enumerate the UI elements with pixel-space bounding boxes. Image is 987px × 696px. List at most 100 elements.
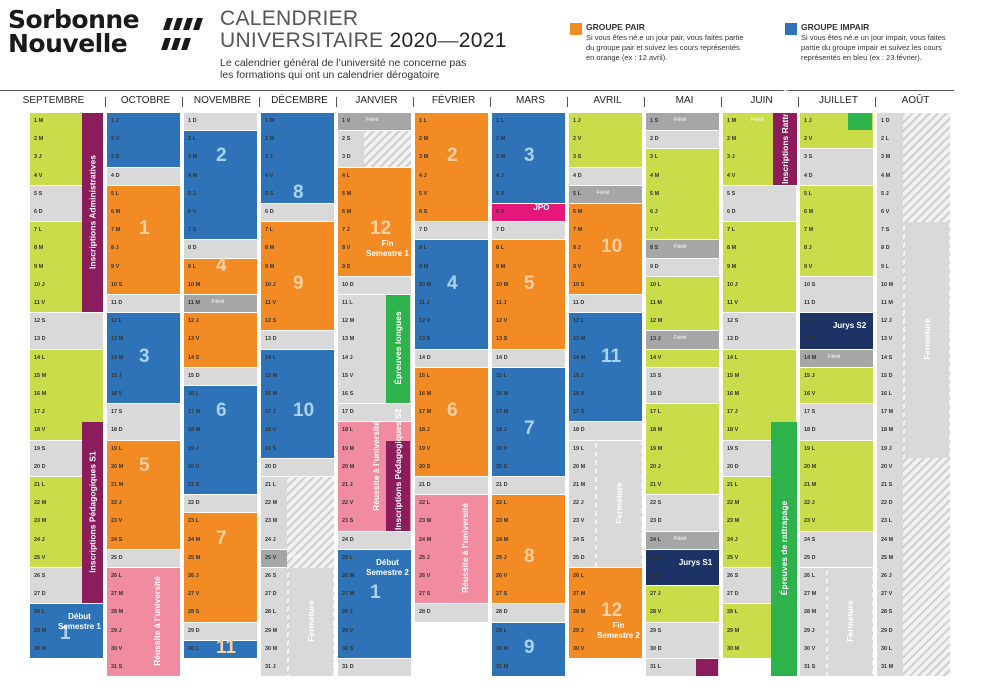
day-cell: 6 M [111, 209, 121, 215]
day-cell: 28 D [419, 609, 431, 616]
period-block [492, 349, 565, 367]
day-cell: 19 S [265, 445, 277, 452]
day-cell: 14 L [34, 354, 46, 361]
day-cell: 24 L [650, 536, 662, 543]
day-cell: 1 J [573, 118, 581, 124]
day-cell: 9 L [188, 263, 196, 270]
inscr-peda-s2-bar [386, 440, 410, 531]
day-cell: 18 L [342, 427, 354, 434]
day-cell: 21 M [804, 482, 817, 488]
day-cell: 28 L [727, 609, 739, 616]
period-block [492, 204, 565, 222]
day-cell: 4 J [496, 172, 504, 179]
day-cell: 2 M [727, 136, 737, 143]
legend-pair-swatch [570, 23, 582, 35]
day-cell: 6 M [804, 209, 814, 215]
day-cell: 8 S [650, 245, 659, 252]
day-cell: 17 J [265, 409, 276, 416]
day-cell: 3 M [881, 154, 891, 161]
day-cell: 24 J [34, 536, 45, 543]
day-cell: 14 D [419, 354, 431, 361]
day-cell: 9 V [573, 263, 582, 270]
day-cell: 30 M [727, 645, 740, 652]
day-cell: 9 M [419, 263, 429, 270]
day-cell: 12 L [804, 318, 816, 325]
day-cell: 18 D [111, 427, 123, 434]
day-cell: 12 J [188, 318, 199, 325]
day-cell: 1 J [804, 118, 812, 124]
day-cell: 28 S [188, 609, 200, 616]
epreuves-longues-label: Épreuves longues [392, 311, 403, 385]
day-cell: 28 V [650, 609, 662, 616]
day-cell: 27 M [573, 591, 586, 598]
day-cell: 10 S [111, 281, 123, 288]
legend-impair: GROUPE IMPAIR Si vous êtes né.e un jour … [785, 21, 970, 71]
day-cell: 13 M [573, 336, 586, 343]
day-cell: 25 M [881, 554, 894, 561]
day-cell: 23 M [265, 518, 278, 525]
day-cell: 17 M [881, 409, 894, 416]
day-cell: 1 S [650, 118, 659, 124]
day-cell: 12 M [650, 318, 663, 325]
day-cell: 21 D [419, 482, 431, 488]
day-cell: 9 M [34, 263, 44, 270]
day-cell: 22 J [573, 500, 584, 507]
day-cell: 1 L [419, 118, 427, 124]
period-block [646, 258, 719, 276]
day-cell: 10 J [34, 281, 45, 288]
period-block [184, 367, 257, 385]
day-cell: 27 J [650, 591, 661, 598]
week-number: 8 [293, 181, 304, 203]
day-cell: 15 M [265, 372, 278, 379]
day-cell: 8 D [881, 245, 890, 252]
day-cell: 23 L [881, 518, 893, 525]
day-cell: 26 L [111, 573, 123, 579]
day-cell: 1 M [727, 118, 737, 124]
day-cell: 22 M [265, 500, 278, 507]
epreuves-longues-bar [386, 295, 410, 404]
day-cell: 19 S [727, 445, 739, 452]
week-number: 11 [601, 345, 622, 367]
day-cell: 5 L [804, 190, 812, 197]
month-header: AVRIL [567, 90, 646, 111]
day-cell: 13 S [496, 336, 508, 343]
period-block [415, 240, 488, 349]
period-block [492, 604, 565, 622]
day-cell: 19 V [419, 445, 431, 452]
period-block [30, 604, 103, 658]
day-cell: 20 S [496, 463, 508, 470]
day-cell: 2 L [188, 136, 196, 143]
title-year-b: 2021 [458, 29, 507, 52]
day-cell: 23 V [573, 518, 585, 525]
day-cell: 18 D [573, 427, 585, 434]
reussite-s2-label: Réussite à l’université [371, 421, 381, 512]
day-cell: 16 V [573, 391, 585, 397]
day-cell: 7 L [34, 227, 42, 234]
day-cell: 20 V [188, 463, 200, 470]
day-cell: 22 J [804, 500, 815, 507]
day-cell: 8 L [496, 245, 504, 252]
title-line1: CALENDRIER [220, 7, 359, 30]
period-block [184, 258, 257, 294]
day-cell: 11 M [188, 300, 200, 306]
period-block [338, 404, 411, 422]
period-block [107, 313, 180, 404]
day-cell: 4 V [265, 172, 274, 179]
period-block [800, 440, 873, 531]
day-cell: 22 L [496, 500, 508, 507]
day-cell: 11 D [573, 300, 585, 306]
day-cell: 5 J [188, 190, 196, 197]
day-cell: 19 S [34, 445, 46, 452]
period-block [184, 313, 257, 367]
day-cell: 22 L [419, 500, 431, 507]
day-cell: 21 M [573, 482, 586, 488]
day-cell: 13 D [34, 336, 46, 343]
week-number: 11 [216, 636, 237, 658]
day-cell: 28 L [34, 609, 46, 616]
day-cell: 9 L [881, 263, 889, 270]
day-cell: 15 L [496, 372, 508, 379]
day-cell: 30 L [188, 645, 200, 652]
day-cell: 2 M [34, 136, 44, 143]
week-number: 2 [447, 145, 458, 167]
day-cell: 23 V [804, 518, 816, 525]
